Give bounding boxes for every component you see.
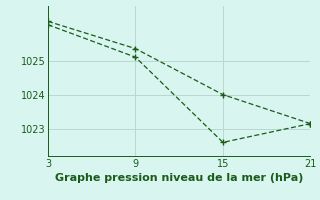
X-axis label: Graphe pression niveau de la mer (hPa): Graphe pression niveau de la mer (hPa) xyxy=(55,173,303,183)
